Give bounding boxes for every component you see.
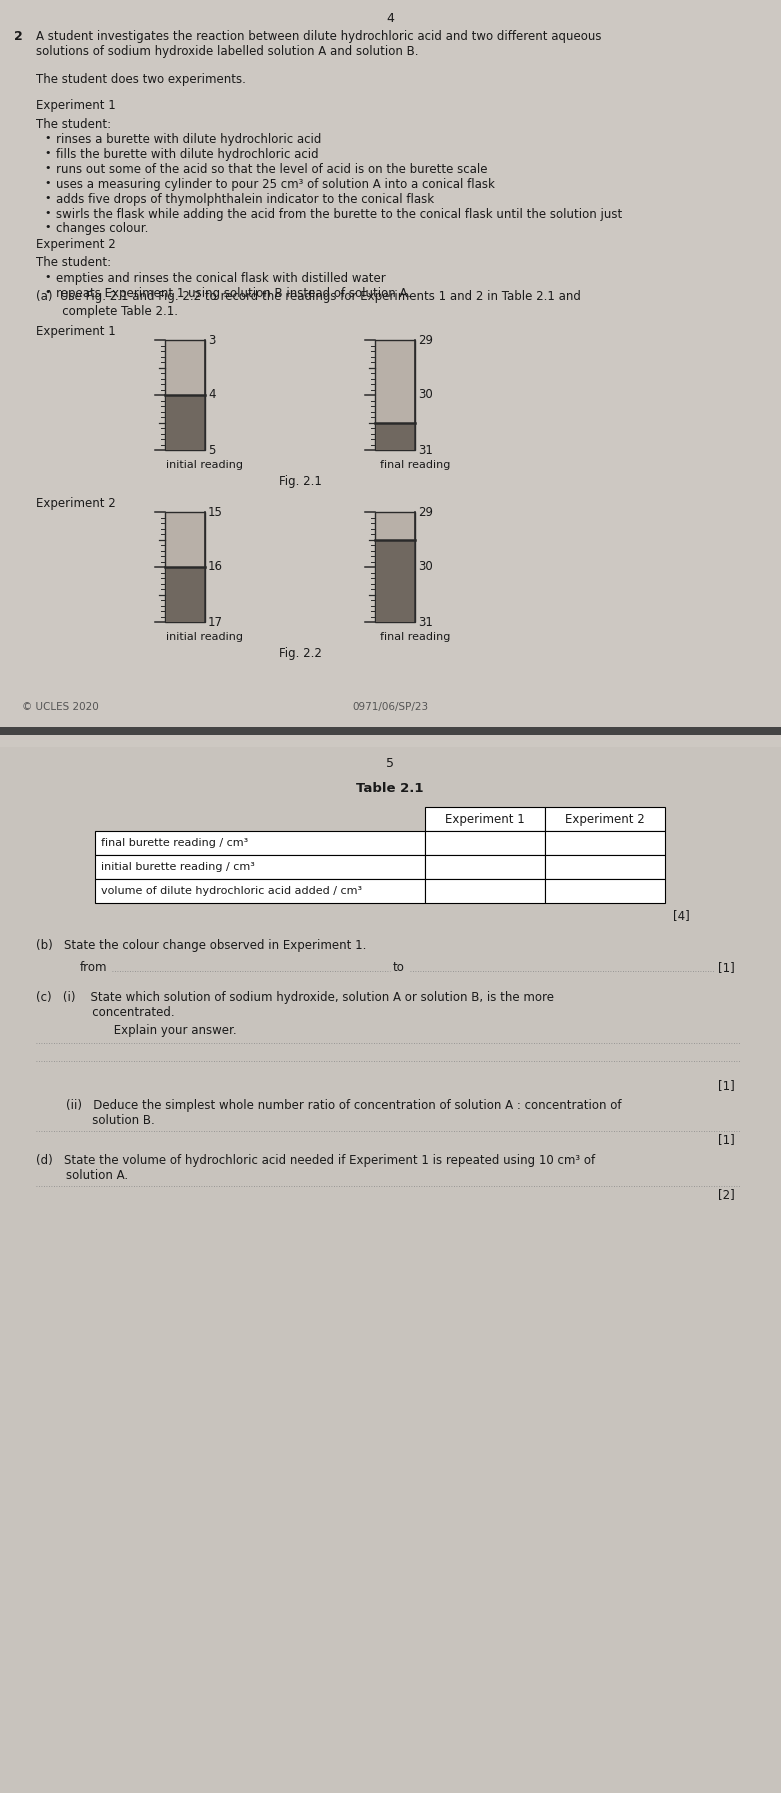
Text: •: • <box>45 178 52 188</box>
Text: (b)   State the colour change observed in Experiment 1.: (b) State the colour change observed in … <box>36 940 366 952</box>
Text: [1]: [1] <box>718 961 735 974</box>
Text: 31: 31 <box>418 443 433 457</box>
Text: Experiment 1: Experiment 1 <box>36 325 116 339</box>
Bar <box>95 830 425 855</box>
Text: 17: 17 <box>208 615 223 629</box>
Text: [2]: [2] <box>718 1189 735 1201</box>
Text: solution B.: solution B. <box>36 1113 155 1128</box>
Text: 3: 3 <box>208 333 216 346</box>
Text: final burette reading / cm³: final burette reading / cm³ <box>101 837 248 848</box>
Text: (ii)   Deduce the simplest whole number ratio of concentration of solution A : c: (ii) Deduce the simplest whole number ra… <box>36 1099 622 1112</box>
Bar <box>0 726 781 735</box>
Bar <box>165 513 205 622</box>
Bar <box>545 855 665 879</box>
Text: changes colour.: changes colour. <box>56 222 148 235</box>
Text: solution A.: solution A. <box>36 1169 128 1182</box>
Text: •: • <box>45 194 52 203</box>
Text: swirls the flask while adding the acid from the burette to the conical flask unt: swirls the flask while adding the acid f… <box>56 208 622 221</box>
Bar <box>166 567 204 622</box>
Text: 5: 5 <box>208 443 216 457</box>
Text: 4: 4 <box>386 13 394 25</box>
Text: The student does two experiments.: The student does two experiments. <box>36 74 246 86</box>
Text: Explain your answer.: Explain your answer. <box>80 1024 237 1036</box>
Text: solutions of sodium hydroxide labelled solution A and solution B.: solutions of sodium hydroxide labelled s… <box>36 45 419 57</box>
Text: •: • <box>45 273 52 282</box>
Text: 29: 29 <box>418 506 433 518</box>
Text: uses a measuring cylinder to pour 25 cm³ of solution A into a conical flask: uses a measuring cylinder to pour 25 cm³… <box>56 178 495 192</box>
Bar <box>375 341 415 450</box>
Text: 15: 15 <box>208 506 223 518</box>
Text: Experiment 1: Experiment 1 <box>36 99 116 111</box>
Text: initial reading: initial reading <box>166 461 244 470</box>
Bar <box>425 879 545 904</box>
Text: Fig. 2.2: Fig. 2.2 <box>279 647 322 660</box>
Text: Experiment 2: Experiment 2 <box>36 497 116 509</box>
Text: 30: 30 <box>418 561 433 574</box>
Text: from: from <box>80 961 108 974</box>
Text: Table 2.1: Table 2.1 <box>356 782 424 794</box>
Text: Experiment 1: Experiment 1 <box>445 812 525 825</box>
Bar <box>0 748 781 1793</box>
Text: •: • <box>45 287 52 298</box>
Text: 5: 5 <box>386 757 394 769</box>
Text: •: • <box>45 133 52 143</box>
Text: rinses a burette with dilute hydrochloric acid: rinses a burette with dilute hydrochlori… <box>56 133 321 145</box>
Text: •: • <box>45 163 52 172</box>
Bar <box>425 807 545 830</box>
Text: initial burette reading / cm³: initial burette reading / cm³ <box>101 862 255 871</box>
Text: final reading: final reading <box>380 631 450 642</box>
Text: 2: 2 <box>14 30 23 43</box>
Text: •: • <box>45 222 52 231</box>
Text: adds five drops of thymolphthalein indicator to the conical flask: adds five drops of thymolphthalein indic… <box>56 194 434 206</box>
Text: (c)   (i)    State which solution of sodium hydroxide, solution A or solution B,: (c) (i) State which solution of sodium h… <box>36 992 554 1004</box>
Text: A student investigates the reaction between dilute hydrochloric acid and two dif: A student investigates the reaction betw… <box>36 30 601 43</box>
Text: 4: 4 <box>208 389 216 402</box>
Text: The student:: The student: <box>36 256 111 269</box>
Text: 29: 29 <box>418 333 433 346</box>
Bar <box>425 855 545 879</box>
Text: complete Table 2.1.: complete Table 2.1. <box>36 305 178 317</box>
Text: repeats Experiment 1 using solution B instead of solution A.: repeats Experiment 1 using solution B in… <box>56 287 411 299</box>
Bar <box>95 855 425 879</box>
Text: volume of dilute hydrochloric acid added / cm³: volume of dilute hydrochloric acid added… <box>101 886 362 896</box>
Text: •: • <box>45 208 52 219</box>
Bar <box>376 540 414 622</box>
Bar <box>425 830 545 855</box>
Bar <box>95 879 425 904</box>
Text: •: • <box>45 149 52 158</box>
Text: Fig. 2.1: Fig. 2.1 <box>279 475 322 488</box>
Text: [4]: [4] <box>673 909 690 922</box>
Bar <box>375 513 415 622</box>
Text: 31: 31 <box>418 615 433 629</box>
Bar <box>165 341 205 450</box>
Text: fills the burette with dilute hydrochloric acid: fills the burette with dilute hydrochlor… <box>56 149 319 161</box>
Bar <box>376 423 414 450</box>
Text: © UCLES 2020: © UCLES 2020 <box>22 703 98 712</box>
Text: empties and rinses the conical flask with distilled water: empties and rinses the conical flask wit… <box>56 273 386 285</box>
Bar <box>545 830 665 855</box>
Text: 0971/06/SP/23: 0971/06/SP/23 <box>352 703 428 712</box>
Text: Experiment 2: Experiment 2 <box>565 812 645 825</box>
Text: 30: 30 <box>418 389 433 402</box>
Bar <box>545 807 665 830</box>
Text: to: to <box>393 961 405 974</box>
Bar <box>166 394 204 450</box>
Text: (d)   State the volume of hydrochloric acid needed if Experiment 1 is repeated u: (d) State the volume of hydrochloric aci… <box>36 1155 595 1167</box>
Text: [1]: [1] <box>718 1133 735 1146</box>
Text: concentrated.: concentrated. <box>36 1006 175 1018</box>
Bar <box>545 879 665 904</box>
Text: initial reading: initial reading <box>166 631 244 642</box>
Text: The student:: The student: <box>36 118 111 131</box>
Text: 16: 16 <box>208 561 223 574</box>
Text: Experiment 2: Experiment 2 <box>36 238 116 251</box>
Text: runs out some of the acid so that the level of acid is on the burette scale: runs out some of the acid so that the le… <box>56 163 487 176</box>
Text: (a)  Use Fig. 2.1 and Fig. 2.2 to record the readings for Experiments 1 and 2 in: (a) Use Fig. 2.1 and Fig. 2.2 to record … <box>36 290 581 303</box>
Text: final reading: final reading <box>380 461 450 470</box>
Text: [1]: [1] <box>718 1079 735 1092</box>
